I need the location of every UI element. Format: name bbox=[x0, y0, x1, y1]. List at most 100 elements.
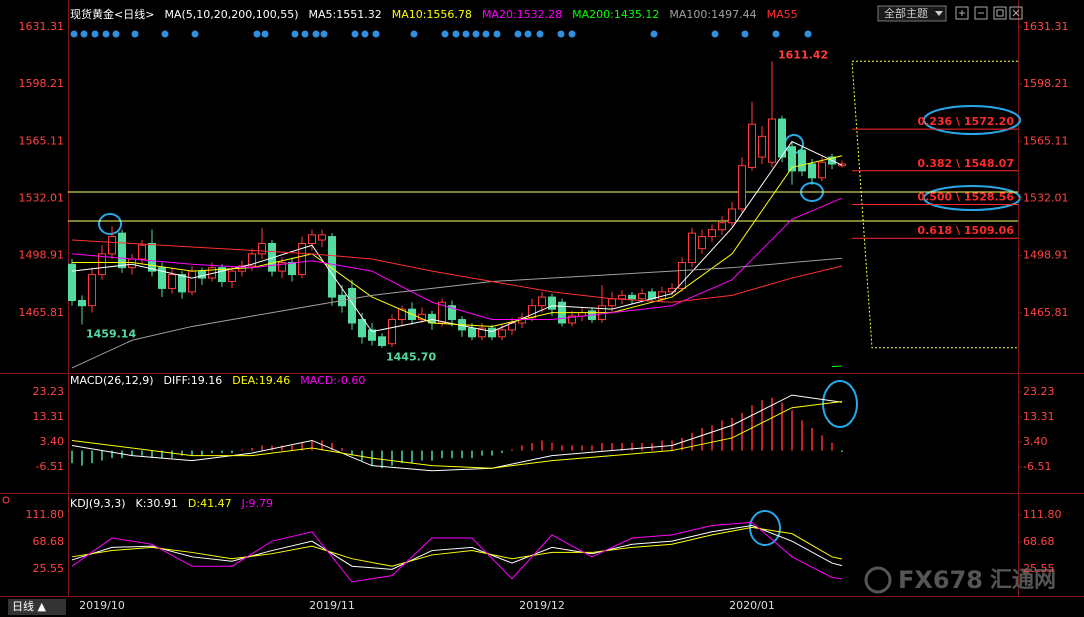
signal-dot bbox=[91, 30, 99, 38]
candle-body bbox=[98, 253, 106, 276]
legend-entry: D:41.47 bbox=[188, 497, 232, 510]
signal-dot bbox=[70, 30, 78, 38]
legend-entry: DIFF:19.16 bbox=[164, 374, 223, 387]
candle-body bbox=[498, 329, 506, 338]
high-label: 1611.42 bbox=[778, 48, 828, 61]
watermark-brand: FX678 bbox=[898, 566, 983, 594]
candle-body bbox=[608, 298, 616, 307]
candle-body bbox=[288, 262, 296, 276]
signal-dot bbox=[351, 30, 359, 38]
y-tick-label: 1465.81 bbox=[19, 306, 65, 319]
candle-body bbox=[198, 270, 206, 279]
y-tick-label: 25.55 bbox=[33, 562, 65, 575]
signal-dot bbox=[441, 30, 449, 38]
icon-button[interactable] bbox=[993, 6, 1007, 20]
candle-body bbox=[88, 274, 96, 307]
signal-dot bbox=[320, 30, 328, 38]
candle-body bbox=[148, 242, 156, 272]
candle-body bbox=[688, 232, 696, 264]
signal-dot bbox=[372, 30, 380, 38]
period-button[interactable] bbox=[8, 599, 66, 615]
signal-dot bbox=[462, 30, 470, 38]
panel-title: MACD(26,12,9) bbox=[70, 374, 154, 387]
signal-dot bbox=[557, 30, 565, 38]
icon-button[interactable] bbox=[955, 6, 969, 20]
candle-body bbox=[218, 267, 226, 283]
x-tick-label: 2019/11 bbox=[309, 599, 355, 612]
watermark-logo bbox=[864, 566, 892, 594]
legend-entry: MA10:1556.78 bbox=[392, 8, 472, 21]
legend-entry: MA200:1435.12 bbox=[572, 8, 659, 21]
candle-body bbox=[698, 236, 706, 250]
signal-dot bbox=[261, 30, 269, 38]
signal-dot bbox=[191, 30, 199, 38]
candle-body bbox=[528, 305, 536, 319]
icon-glyph bbox=[996, 9, 1004, 17]
series-line bbox=[71, 197, 843, 321]
signal-dot bbox=[536, 30, 544, 38]
low-label: 1459.14 bbox=[86, 327, 136, 340]
highlight-ellipse bbox=[923, 105, 1021, 135]
icon-button[interactable] bbox=[974, 6, 988, 20]
panel-title: 现货黄金<日线> bbox=[70, 7, 154, 21]
signal-dot bbox=[482, 30, 490, 38]
series-line bbox=[71, 394, 843, 472]
candle-body bbox=[618, 294, 626, 300]
y-tick-label: 1631.31 bbox=[1023, 20, 1069, 33]
signal-dot bbox=[452, 30, 460, 38]
candle-body bbox=[638, 293, 646, 300]
signal-dot bbox=[472, 30, 480, 38]
candle-body bbox=[708, 229, 716, 238]
candle-body bbox=[258, 242, 266, 255]
legend-entry: MA5:1551.32 bbox=[309, 8, 382, 21]
y-tick-label: 68.68 bbox=[33, 535, 65, 548]
signal-dot bbox=[80, 30, 88, 38]
candle-body bbox=[468, 327, 476, 338]
theme-button-label[interactable]: 全部主题 bbox=[884, 6, 928, 20]
candle-body bbox=[68, 263, 76, 302]
fib-label: 0.500 \ 1528.56 bbox=[917, 191, 1014, 204]
candle-body bbox=[168, 274, 176, 289]
icon-button[interactable] bbox=[1009, 6, 1023, 20]
candle-body bbox=[538, 296, 546, 307]
signal-dot bbox=[102, 30, 110, 38]
y-tick-label: 1631.31 bbox=[19, 20, 65, 33]
highlight-ellipse bbox=[98, 213, 122, 235]
candle-body bbox=[778, 118, 786, 158]
legend-entry: DEA:19.46 bbox=[232, 374, 290, 387]
series-line bbox=[71, 521, 843, 583]
theme-button[interactable] bbox=[877, 5, 947, 22]
fib-label: 0.236 \ 1572.20 bbox=[917, 115, 1014, 128]
legend-entry: MA55 bbox=[767, 8, 798, 21]
candle-body bbox=[298, 242, 306, 276]
candle-body bbox=[278, 262, 286, 272]
candle-body bbox=[548, 296, 556, 310]
period-button-label[interactable]: 日线 ▲ bbox=[12, 599, 46, 613]
dropdown-arrow[interactable] bbox=[935, 11, 943, 16]
y-tick-label: -6.51 bbox=[1023, 460, 1051, 473]
candle-body bbox=[388, 319, 396, 345]
y-tick-label: 1565.11 bbox=[1023, 134, 1069, 147]
y-tick-label: 1532.01 bbox=[19, 192, 65, 205]
panel-icon bbox=[2, 496, 10, 504]
candle-body bbox=[448, 305, 456, 321]
candle-body bbox=[798, 149, 806, 172]
candle-body bbox=[568, 315, 576, 324]
indicator-params: MA(5,10,20,200,100,55) bbox=[164, 8, 298, 21]
x-tick-label: 2019/10 bbox=[79, 599, 125, 612]
series-line bbox=[831, 365, 843, 368]
y-tick-label: 111.80 bbox=[26, 508, 65, 521]
signal-dot bbox=[711, 30, 719, 38]
candle-body bbox=[128, 258, 136, 269]
y-tick-label: 1532.01 bbox=[1023, 192, 1069, 205]
y-tick-label: 13.31 bbox=[1023, 410, 1055, 423]
candle-body bbox=[818, 161, 826, 179]
legend-entry: MACD:-0.60 bbox=[300, 374, 365, 387]
candle-body bbox=[378, 336, 386, 346]
signal-dot bbox=[524, 30, 532, 38]
y-tick-label: 3.40 bbox=[40, 435, 65, 448]
y-tick-label: 1465.81 bbox=[1023, 306, 1069, 319]
x-tick-label: 2019/12 bbox=[519, 599, 565, 612]
